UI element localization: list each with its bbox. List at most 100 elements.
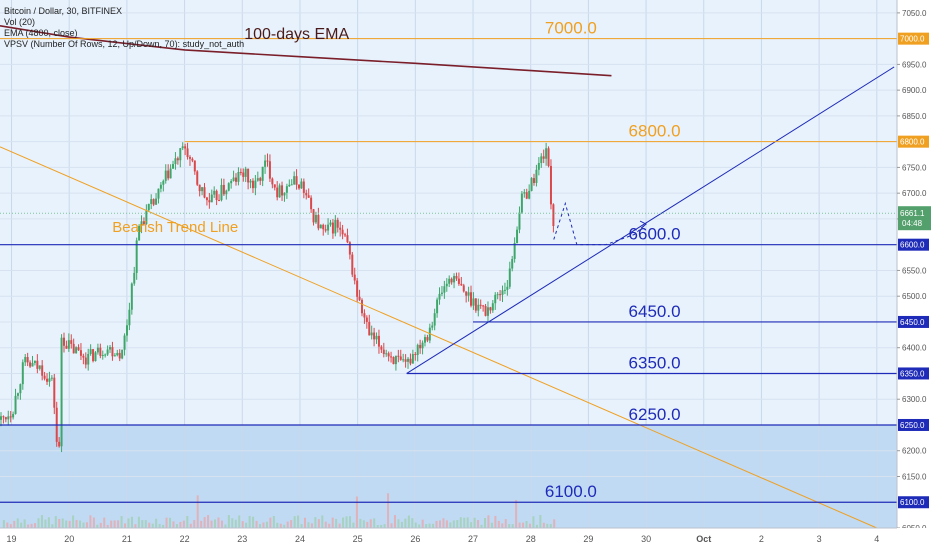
candle-body — [450, 278, 453, 283]
volume-bar — [72, 515, 75, 528]
vpsv-indicator-label: VPSV (Number Of Rows, 12, Up/Down, 70): … — [4, 39, 245, 49]
volume-bar — [335, 518, 338, 528]
candle-body — [174, 158, 177, 165]
level-axis-tag-text-3: 6450.0 — [900, 318, 925, 327]
volume-bar — [148, 522, 151, 528]
candle-body — [431, 325, 434, 328]
candle-body — [82, 355, 85, 358]
volume-bar — [369, 519, 372, 528]
volume-bar — [366, 521, 369, 528]
volume-bar — [89, 515, 92, 528]
volume-bar — [40, 515, 43, 528]
level-label-1: 6800.0 — [629, 122, 681, 141]
candle-body — [58, 441, 61, 447]
level-axis-tag-5 — [898, 418, 929, 431]
candle-body — [423, 337, 426, 343]
candle-body — [75, 347, 78, 354]
volume-bar — [20, 522, 23, 528]
current-price-value: 6661.1 — [900, 209, 925, 218]
bearish-trend-annotation: Bearish Trend Line — [112, 219, 238, 236]
candle-body — [31, 362, 34, 367]
volume-bar — [186, 515, 189, 528]
candle-body — [302, 181, 305, 193]
candle-body — [36, 360, 39, 369]
x-tick-1: 20 — [64, 534, 74, 544]
volume-bar — [445, 520, 448, 528]
candle-body — [540, 156, 543, 164]
volume-bar — [151, 523, 154, 528]
volume-bar — [456, 520, 459, 528]
volume-bar — [494, 515, 497, 528]
volume-bar — [34, 523, 37, 528]
candle-body — [116, 352, 119, 356]
volume-bar — [432, 523, 435, 528]
candle-body — [169, 168, 172, 179]
candle-body — [537, 163, 540, 170]
volume-bar — [65, 520, 68, 528]
candle-body — [72, 343, 75, 354]
candle-body — [16, 393, 19, 396]
x-tick-0: 19 — [7, 534, 17, 544]
candle-body — [152, 199, 155, 205]
level-label-0: 7000.0 — [545, 19, 597, 38]
candle-body — [273, 184, 276, 188]
volume-bar — [265, 521, 268, 528]
volume-bar — [276, 522, 279, 528]
volume-bar — [508, 524, 511, 528]
volume-bar — [61, 518, 64, 528]
candle-body — [474, 298, 477, 311]
level-axis-tag-0 — [898, 32, 929, 45]
candle-body — [351, 254, 354, 275]
y-tick-2: 6900.0 — [902, 86, 927, 95]
level-axis-tag-6 — [898, 496, 929, 509]
candle-body — [380, 346, 383, 350]
candle-body — [484, 306, 487, 316]
level-label-4: 6350.0 — [629, 353, 681, 372]
candle-body — [511, 258, 514, 269]
volume-bar — [214, 519, 217, 528]
candle-body — [113, 355, 116, 357]
volume-bar — [480, 524, 483, 528]
candle-body — [70, 340, 73, 344]
candle-body — [281, 185, 284, 196]
candle-body — [363, 313, 366, 318]
candle-body — [457, 278, 460, 284]
candle-body — [477, 304, 480, 311]
candle-body — [123, 335, 126, 350]
candle-body — [399, 356, 402, 360]
candle-body — [147, 203, 150, 211]
candle-body — [235, 177, 238, 182]
volume-bar — [162, 524, 165, 528]
candle-body — [293, 176, 296, 185]
volume-bar — [110, 520, 113, 528]
volume-bar — [470, 522, 473, 528]
volume-bar — [144, 520, 147, 528]
candle-body — [317, 215, 320, 229]
volume-bar — [376, 524, 379, 528]
volume-bar — [220, 520, 223, 528]
volume-bar — [303, 517, 306, 528]
candle-body — [14, 395, 17, 414]
candle-body — [501, 290, 504, 295]
volume-bar — [442, 518, 445, 528]
volume-bar — [504, 519, 507, 528]
candle-body — [545, 148, 548, 159]
candle-body — [191, 158, 194, 161]
candle-body — [445, 283, 448, 287]
candle-body — [339, 227, 342, 230]
x-tick-15: 4 — [874, 534, 879, 544]
candle-body — [319, 224, 322, 229]
candle-body — [392, 357, 395, 365]
volume-bar — [352, 522, 355, 528]
volume-bar — [297, 515, 300, 528]
volume-bar — [487, 515, 490, 528]
volume-bar — [459, 517, 462, 528]
candle-body — [506, 286, 509, 290]
candle-body — [26, 357, 29, 363]
volume-bar — [255, 520, 258, 528]
level-axis-tag-text-2: 6600.0 — [900, 241, 925, 250]
candle-body — [312, 209, 315, 223]
candle-body — [518, 212, 521, 230]
